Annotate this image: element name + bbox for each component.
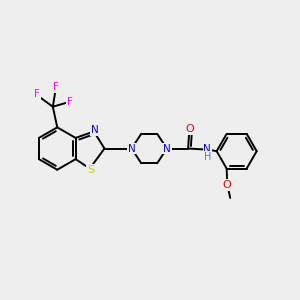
Text: S: S <box>87 165 94 175</box>
Text: N: N <box>203 144 211 154</box>
Text: F: F <box>67 97 73 107</box>
Text: N: N <box>128 143 135 154</box>
Text: H: H <box>203 152 211 162</box>
Text: F: F <box>53 82 59 92</box>
Text: O: O <box>185 124 194 134</box>
Text: O: O <box>223 180 232 190</box>
Text: F: F <box>34 89 40 99</box>
Text: N: N <box>91 125 98 135</box>
Text: N: N <box>163 143 171 154</box>
